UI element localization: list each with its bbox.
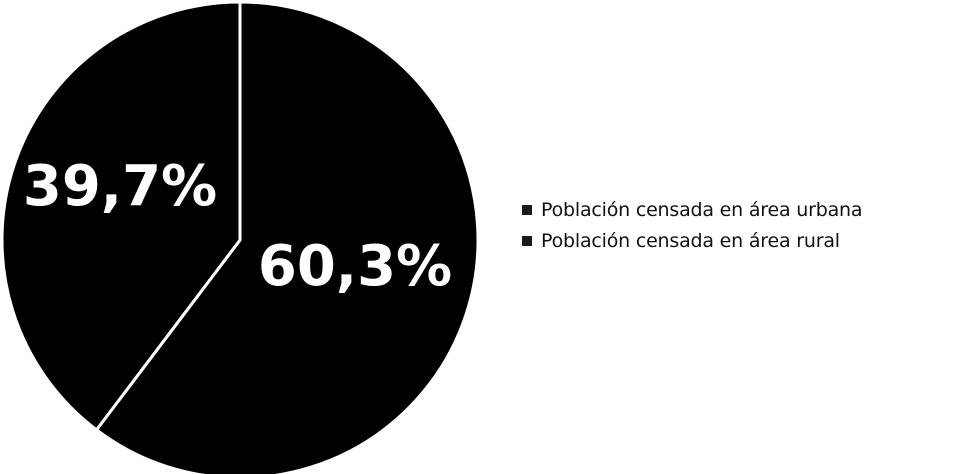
- legend-swatch-urban: [522, 204, 532, 215]
- data-label-urban: 60,3%: [258, 234, 452, 299]
- chart-legend: Población censada en área urbana Poblaci…: [522, 194, 863, 256]
- pie-slice-rural[interactable]: [0, 0, 242, 432]
- legend-swatch-rural: [522, 235, 532, 246]
- legend-item-urban[interactable]: Población censada en área urbana: [522, 194, 863, 225]
- pie-slices: [0, 0, 480, 474]
- legend-item-rural[interactable]: Población censada en área rural: [522, 225, 862, 256]
- pie-data-labels: 60,3% 39,7%: [23, 154, 452, 299]
- legend-label-rural: Población censada en área rural: [541, 229, 840, 252]
- legend-label-urban: Población censada en área urbana: [541, 198, 863, 221]
- data-label-rural: 39,7%: [23, 154, 217, 219]
- pie-slice-urban[interactable]: [95, 0, 480, 474]
